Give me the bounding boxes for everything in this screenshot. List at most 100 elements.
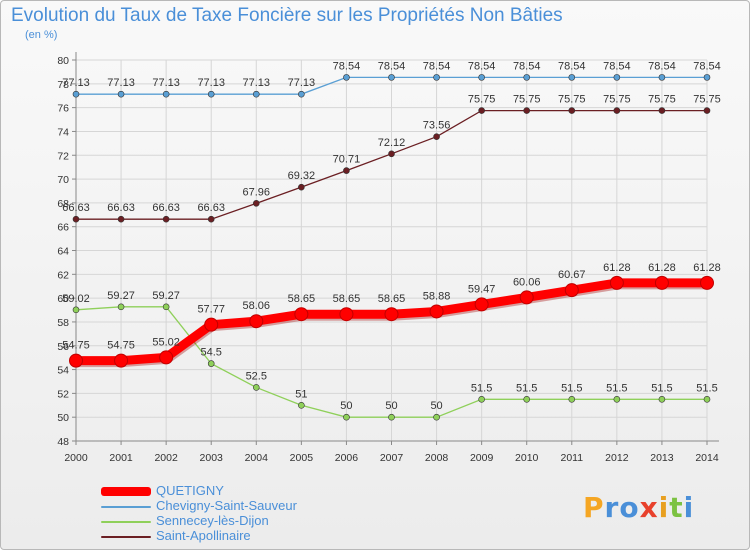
data-point xyxy=(568,107,576,114)
data-label: 75.75 xyxy=(513,94,541,106)
x-tick-label: 2005 xyxy=(290,452,314,464)
x-tick-label: 2009 xyxy=(470,452,494,464)
data-label: 60.67 xyxy=(558,269,586,281)
data-point xyxy=(162,90,170,98)
data-point xyxy=(388,74,395,81)
data-label: 78.54 xyxy=(333,60,361,72)
y-tick-label: 60 xyxy=(57,293,69,305)
data-label: 59.02 xyxy=(62,293,90,305)
data-label: 54.75 xyxy=(107,340,135,352)
data-point xyxy=(658,107,666,114)
data-label: 59.47 xyxy=(468,283,496,295)
data-point xyxy=(523,107,531,114)
data-label: 77.13 xyxy=(62,77,90,89)
logo-letter: o xyxy=(619,491,640,524)
y-tick-label: 58 xyxy=(57,317,69,329)
data-label: 61.28 xyxy=(603,262,631,274)
data-point xyxy=(433,413,440,421)
data-label: 66.63 xyxy=(62,202,90,214)
data-label: 66.63 xyxy=(152,202,180,214)
y-tick-label: 72 xyxy=(57,150,69,162)
y-tick-label: 56 xyxy=(57,341,69,353)
data-point xyxy=(204,317,219,332)
data-point xyxy=(207,215,215,223)
data-label: 51 xyxy=(295,388,307,400)
y-tick-label: 54 xyxy=(57,365,69,377)
data-label: 54.5 xyxy=(201,347,222,359)
data-point xyxy=(294,307,309,322)
legend-swatch xyxy=(101,506,151,508)
data-point xyxy=(433,133,440,140)
x-tick-label: 2007 xyxy=(380,452,404,464)
data-label: 59.27 xyxy=(107,290,135,302)
data-label: 60.06 xyxy=(513,276,541,288)
y-tick-label: 70 xyxy=(57,174,69,186)
data-label: 72.12 xyxy=(378,137,406,149)
axes: 48 50 52 54 56 58 60 62 64 66 68 70 72 74 76 78 80 2000 20… xyxy=(57,52,719,464)
data-point xyxy=(388,413,395,421)
data-point xyxy=(609,275,624,290)
data-label: 50 xyxy=(385,400,397,412)
x-tick-label: 2012 xyxy=(605,452,629,464)
data-point xyxy=(159,350,174,365)
x-tick-label: 2004 xyxy=(245,452,269,464)
y-tick-label: 74 xyxy=(57,126,69,138)
data-label: 75.75 xyxy=(468,94,496,106)
logo-letter: r xyxy=(604,491,620,524)
data-point xyxy=(429,304,444,319)
data-point xyxy=(162,215,170,223)
data-label: 77.13 xyxy=(197,77,225,89)
data-label: 58.65 xyxy=(333,293,361,305)
data-point xyxy=(613,107,621,114)
series-chevigny-saint-sauveur: 77.13 77.13 77.13 77.13 77.13 77.13 78.54 78.54… xyxy=(62,60,721,98)
series-quetigny: 54.75 54.75 55.02 57.77 58.06 58.65 58.65 58.65… xyxy=(62,262,721,368)
data-point xyxy=(474,297,489,312)
data-label: 75.75 xyxy=(648,94,676,106)
data-point xyxy=(613,74,621,81)
legend-swatch xyxy=(101,536,151,538)
data-label: 75.75 xyxy=(558,94,586,106)
data-point xyxy=(343,74,350,81)
data-point xyxy=(298,401,305,409)
x-tick-label: 2002 xyxy=(154,452,178,464)
data-label: 61.28 xyxy=(648,262,676,274)
x-tick-label: 2006 xyxy=(335,452,359,464)
data-label: 78.54 xyxy=(513,60,541,72)
data-point xyxy=(117,303,125,311)
data-point xyxy=(388,150,395,158)
data-point xyxy=(523,396,531,403)
data-point xyxy=(700,275,714,290)
data-point xyxy=(298,90,305,98)
legend-swatch xyxy=(101,521,151,523)
data-point xyxy=(207,360,215,367)
data-label: 78.54 xyxy=(468,60,496,72)
data-label: 77.13 xyxy=(107,77,135,89)
data-point xyxy=(523,74,531,81)
data-label: 61.28 xyxy=(693,262,721,274)
y-tick-label: 80 xyxy=(57,55,69,67)
data-label: 78.54 xyxy=(603,60,631,72)
data-point xyxy=(72,306,80,314)
data-label: 50 xyxy=(340,400,352,412)
data-label: 66.63 xyxy=(107,202,135,214)
data-label: 54.75 xyxy=(62,340,90,352)
data-point xyxy=(72,215,80,223)
data-label: 51.5 xyxy=(471,382,492,394)
data-point xyxy=(339,307,354,322)
data-point xyxy=(703,396,711,403)
data-point xyxy=(343,413,350,421)
x-tick-label: 2000 xyxy=(64,452,88,464)
data-point xyxy=(72,90,80,98)
y-tick-label: 48 xyxy=(57,436,69,448)
logo-letter: i xyxy=(683,491,695,524)
data-label: 78.54 xyxy=(648,60,676,72)
data-label: 75.75 xyxy=(603,94,631,106)
data-point xyxy=(433,74,440,81)
data-point xyxy=(658,396,666,403)
data-point xyxy=(114,353,129,368)
data-label: 77.13 xyxy=(152,77,180,89)
x-tick-label: 2013 xyxy=(650,452,674,464)
data-point xyxy=(613,396,621,403)
data-label: 58.65 xyxy=(378,293,406,305)
